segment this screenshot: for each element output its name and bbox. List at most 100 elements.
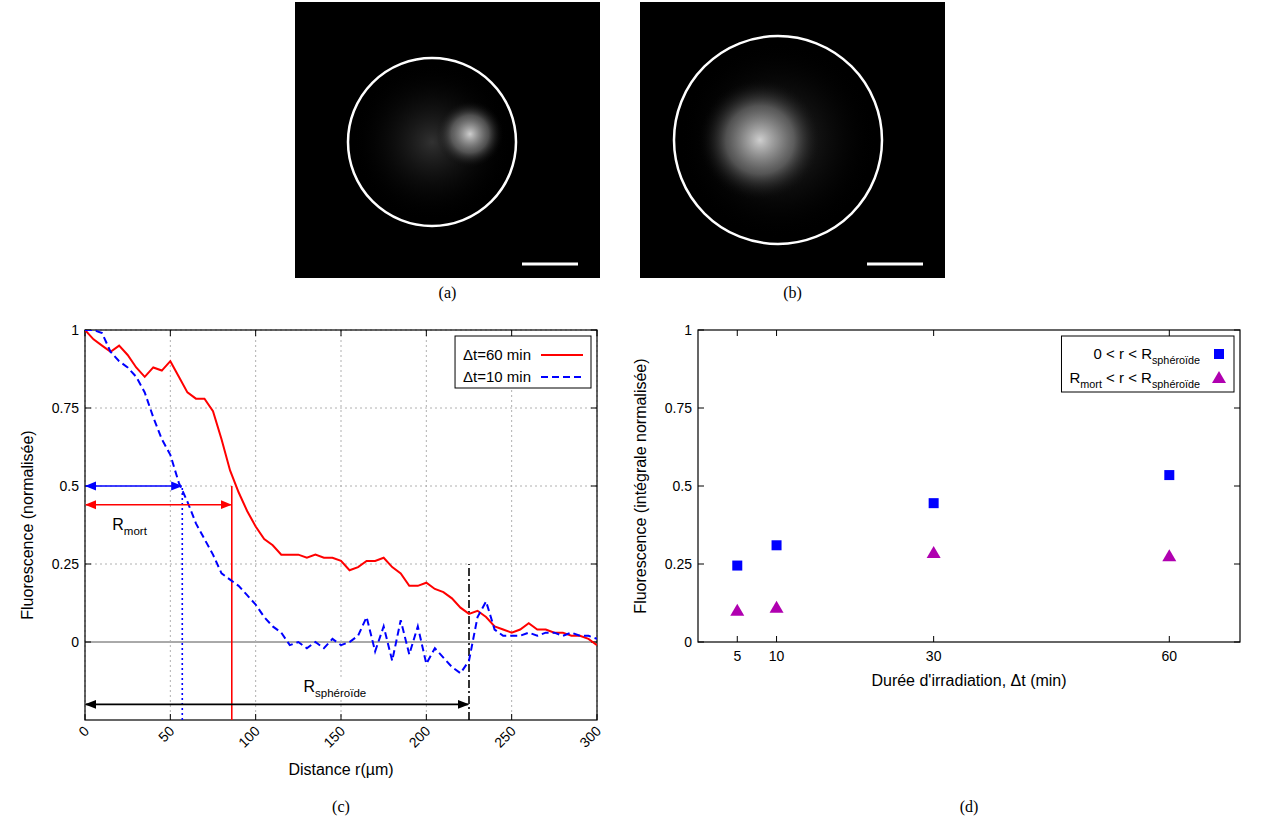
data-line <box>85 330 597 673</box>
plot-frame <box>698 330 1240 642</box>
tick <box>698 642 704 643</box>
tick <box>1234 642 1240 643</box>
data-point <box>1162 549 1176 561</box>
data-point <box>732 561 742 571</box>
spheroid-halo <box>352 62 512 222</box>
tick-label: 60 <box>1162 648 1178 664</box>
fluorescent-core <box>436 100 504 168</box>
axis-title: Fluorescence (intégrale normalisée) <box>632 358 649 613</box>
label-ground <box>110 515 149 538</box>
reference-line <box>468 564 470 720</box>
legend: 0 < r < Rsphéroïde Rmort < r < Rsphéroïde <box>1061 336 1234 392</box>
tick <box>1169 636 1170 642</box>
data-point <box>772 540 782 550</box>
plot-frame <box>85 330 597 720</box>
grid-line <box>170 330 171 720</box>
tick <box>933 636 934 642</box>
label-ground <box>301 677 368 700</box>
tick <box>341 714 342 720</box>
grid-line <box>341 330 342 720</box>
tick <box>341 330 342 336</box>
micrograph <box>640 2 945 278</box>
tick-label: 30 <box>926 648 942 664</box>
tick-label: 5 <box>733 648 741 664</box>
tick-label: 250 <box>491 723 519 751</box>
legend-label: Δt=10 min <box>463 368 531 385</box>
tick-label: 50 <box>155 723 177 745</box>
tick-label: 0.25 <box>52 556 79 572</box>
tick-label: 1 <box>71 322 79 338</box>
tick <box>597 714 598 720</box>
tick <box>1169 330 1170 336</box>
legend-label: Rmort < r < Rsphéroïde <box>1069 369 1200 390</box>
annotation: Rmort <box>112 516 147 537</box>
tick-label: 0.25 <box>665 556 692 572</box>
data-point <box>927 546 941 558</box>
tick <box>85 564 91 565</box>
reference-line <box>181 486 183 720</box>
tick <box>255 714 256 720</box>
tick <box>698 564 704 565</box>
tick-label: 0.75 <box>665 400 692 416</box>
tick <box>1234 408 1240 409</box>
data-point <box>929 498 939 508</box>
axis-title: Distance r(µm) <box>288 761 393 778</box>
figure: (a)(b)00.250.50.751050100150200250300Dis… <box>0 0 1263 829</box>
tick <box>170 330 171 336</box>
tick <box>511 330 512 336</box>
tick <box>591 486 597 487</box>
legend-swatch <box>1214 349 1224 359</box>
tick-label: 0 <box>75 723 92 740</box>
annotation: Rsphéroïde <box>303 678 366 699</box>
tick-label: 0.75 <box>52 400 79 416</box>
tick <box>511 714 512 720</box>
dimension-arrow <box>86 485 181 487</box>
tick-label: 0.5 <box>60 478 80 494</box>
tick <box>776 636 777 642</box>
micrograph <box>295 2 600 278</box>
image-background <box>295 2 600 278</box>
axis-title: Durée d'irradiation, Δt (min) <box>871 672 1066 689</box>
legend-swatch <box>1212 371 1226 383</box>
scale-bar <box>867 263 923 266</box>
tick <box>591 330 597 331</box>
data-point <box>1164 470 1174 480</box>
legend-swatch <box>541 376 583 378</box>
tick <box>698 486 704 487</box>
image-background <box>640 2 945 278</box>
legend-box <box>455 336 591 388</box>
legend-label: Δt=60 min <box>463 346 531 363</box>
tick-label: 0 <box>71 634 79 650</box>
tick-label: 0.5 <box>673 478 693 494</box>
tick-label: 200 <box>406 723 434 751</box>
panel-caption: (b) <box>783 284 802 302</box>
tick <box>698 408 704 409</box>
axes: 00.250.50.7515103060 <box>665 322 1240 664</box>
tick <box>426 330 427 336</box>
panel-caption: (c) <box>332 798 350 816</box>
grid-line <box>85 564 597 565</box>
grid-line <box>85 408 597 409</box>
tick <box>1234 486 1240 487</box>
data-point <box>730 604 744 616</box>
tick-label: 0 <box>684 634 692 650</box>
reference-line <box>231 486 233 720</box>
dimension-arrow <box>86 704 468 706</box>
dimension-arrow <box>86 504 231 506</box>
tick <box>737 330 738 336</box>
legend-box <box>1061 336 1234 392</box>
plot-data <box>85 330 597 720</box>
legend: Δt=60 min Δt=10 min <box>455 336 591 388</box>
tick <box>255 330 256 336</box>
legend-label: 0 < r < Rsphéroïde <box>1094 345 1200 366</box>
scale-bar <box>522 263 578 266</box>
tick <box>426 714 427 720</box>
tick <box>85 714 86 720</box>
tick <box>591 564 597 565</box>
tick-label: 100 <box>235 723 263 751</box>
panel-caption: (a) <box>439 284 457 302</box>
tick <box>737 636 738 642</box>
fluorescent-core <box>698 78 822 202</box>
tick <box>85 642 91 643</box>
axes: 00.250.50.751050100150200250300 <box>52 322 605 751</box>
